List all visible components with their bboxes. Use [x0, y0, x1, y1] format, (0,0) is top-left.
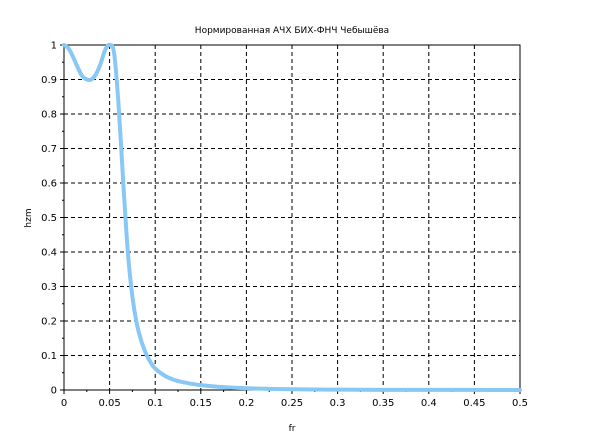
x-tick-label: 0.3 — [330, 398, 346, 409]
y-tick-label: 0.1 — [41, 351, 57, 362]
y-tick-label: 0.6 — [41, 179, 57, 190]
x-tick-label: 0.4 — [421, 398, 437, 409]
y-tick-label: 0 — [51, 386, 57, 397]
y-tick-label: 0.4 — [41, 248, 57, 259]
x-tick-label: 0.05 — [98, 398, 120, 409]
x-tick-label: 0.45 — [463, 398, 485, 409]
y-tick-label: 0.8 — [41, 110, 57, 121]
x-tick-label: 0.5 — [512, 398, 528, 409]
y-tick-label: 0.7 — [41, 144, 57, 155]
series-line — [62, 42, 522, 392]
x-tick-label: 0.25 — [281, 398, 303, 409]
y-tick-label: 0.5 — [41, 213, 57, 224]
x-tick-label: 0.15 — [190, 398, 212, 409]
x-tick-label: 0.1 — [147, 398, 163, 409]
chart-title: Нормированная АЧХ БИХ-ФНЧ Чебышёва — [195, 26, 389, 36]
y-tick-labels: 0 0.1 0.2 0.3 0.4 0.5 0.6 0.7 0.8 0.9 1 — [41, 41, 57, 397]
x-tick-label: 0.2 — [238, 398, 254, 409]
y-tick-label: 0.3 — [41, 282, 57, 293]
y-axis-label: hzm — [24, 208, 34, 227]
x-tick-label: 0.35 — [372, 398, 394, 409]
x-axis-label: fr — [289, 424, 296, 434]
x-tick-labels: 0 0.05 0.1 0.15 0.2 0.25 0.3 0.35 0.4 0.45 0.5 — [61, 398, 528, 409]
axis-ticks — [60, 44, 521, 394]
grid — [64, 45, 520, 390]
x-tick-label: 0 — [61, 398, 67, 409]
y-tick-label: 1 — [51, 41, 57, 52]
y-tick-label: 0.9 — [41, 75, 57, 86]
y-tick-label: 0.2 — [41, 317, 57, 328]
